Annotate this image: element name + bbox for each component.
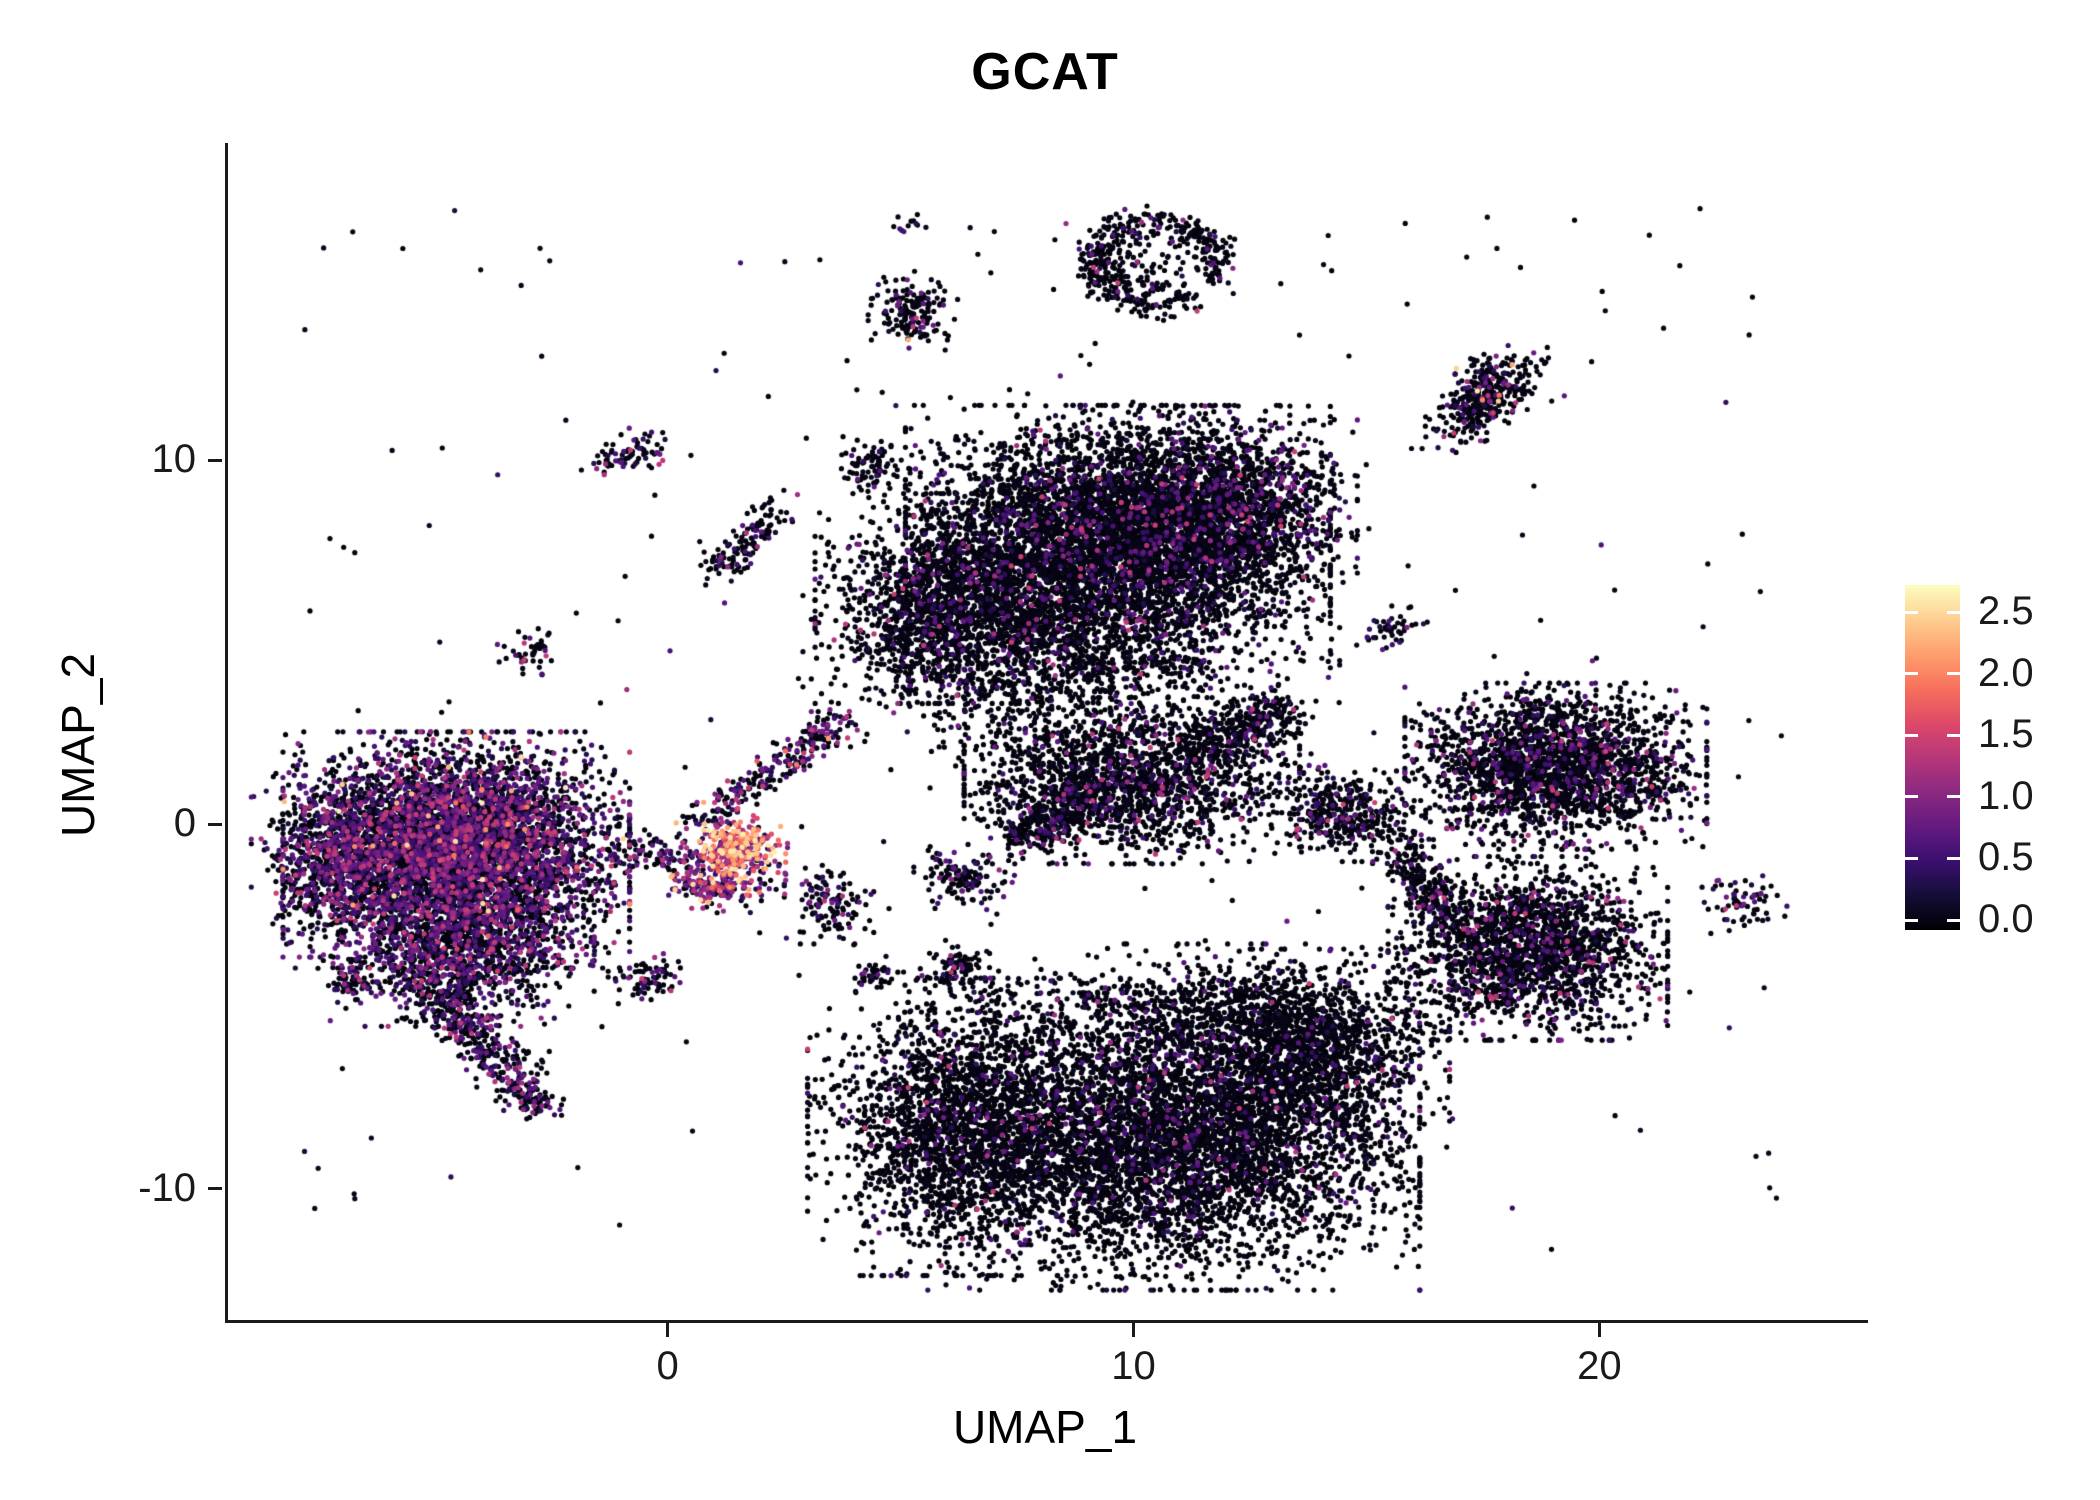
colorbar-tick-label: 0.0: [1978, 897, 2034, 941]
colorbar-tick-mark: [1905, 795, 1918, 799]
colorbar-tick-mark: [1947, 856, 1960, 860]
y-tick-label: 10: [151, 437, 197, 482]
y-tick-label: 0: [173, 801, 196, 846]
colorbar-tick-mark: [1947, 918, 1960, 922]
x-tick-label: 0: [656, 1344, 679, 1388]
colorbar-tick-mark: [1905, 672, 1918, 676]
x-axis-title: UMAP_1: [952, 1401, 1138, 1453]
colorbar-tick-mark: [1947, 795, 1960, 799]
colorbar-tick-mark: [1905, 733, 1918, 737]
colorbar-tick-mark: [1905, 918, 1918, 922]
y-tick-mark: [208, 822, 222, 826]
chart-title: GCAT: [971, 43, 1119, 101]
x-tick-label: 10: [1111, 1344, 1156, 1388]
colorbar-tick-label: 2.0: [1978, 650, 2034, 695]
y-tick-mark: [208, 1187, 222, 1191]
colorbar-gradient: [1905, 585, 1960, 930]
x-tick-mark: [666, 1323, 670, 1337]
colorbar-tick-label: 1.0: [1978, 773, 2034, 818]
colorbar-tick-mark: [1947, 733, 1960, 737]
colorbar-tick-mark: [1905, 856, 1918, 860]
colorbar-tick-label: 2.5: [1978, 589, 2034, 634]
plot-panel: [225, 143, 1868, 1323]
umap-scatter-canvas: [228, 143, 1868, 1320]
x-tick-label: 20: [1577, 1344, 1622, 1388]
y-tick-mark: [208, 458, 222, 462]
colorbar-tick-mark: [1947, 610, 1960, 614]
colorbar-tick-label: 1.5: [1978, 712, 2034, 757]
colorbar-tick-mark: [1905, 610, 1918, 614]
x-tick-mark: [1597, 1323, 1601, 1337]
y-tick-label: -10: [138, 1165, 196, 1210]
colorbar-tick-label: 0.5: [1978, 835, 2034, 880]
x-tick-mark: [1132, 1323, 1136, 1337]
colorbar-tick-mark: [1947, 672, 1960, 676]
